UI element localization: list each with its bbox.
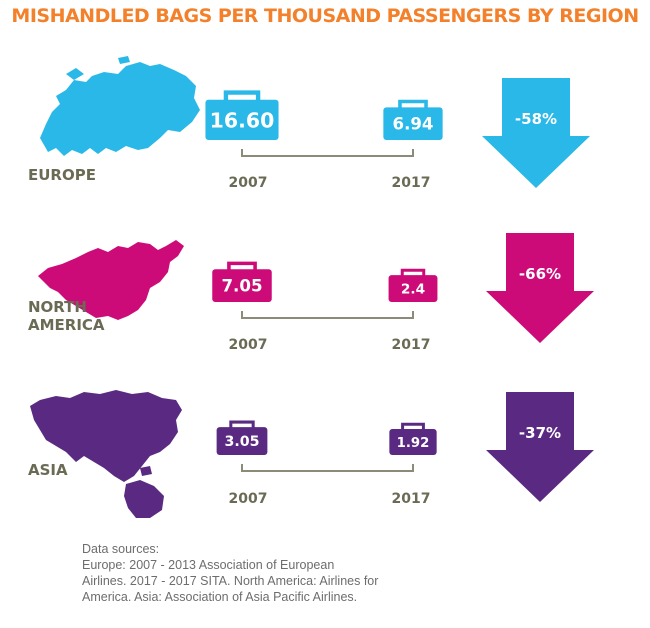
year-label: 2017 (392, 175, 431, 191)
year-axis-line (241, 149, 414, 157)
year-label: 2007 (229, 175, 268, 191)
year-label: 2007 (229, 491, 268, 507)
suitcase-bar (383, 107, 443, 140)
sources-line: Europe: 2007 - 2013 Association of Europ… (82, 558, 335, 572)
suitcase-handle (229, 420, 255, 429)
asia-map-icon (30, 390, 182, 518)
suitcase-handle (223, 90, 261, 101)
chart-title: MISHANDLED BAGS PER THOUSAND PASSENGERS … (11, 5, 639, 27)
year-axis-line (241, 464, 414, 472)
year-axis-line (241, 311, 414, 319)
year-label: 2017 (392, 337, 431, 353)
sources-line: Airlines. 2017 - 2017 SITA. North Americ… (82, 574, 379, 588)
data-sources: Data sources: Europe: 2007 - 2013 Associ… (82, 541, 422, 605)
sources-line: America. Asia: Association of Asia Pacif… (82, 590, 358, 604)
suitcase-bar (216, 427, 268, 455)
suitcase-handle (401, 422, 425, 430)
sources-heading: Data sources: (82, 542, 160, 556)
region-group: ASIA 2007 2017 3.05 1.92 -37% (28, 390, 594, 518)
suitcase-bar (389, 428, 437, 455)
suitcase-bar (205, 99, 279, 140)
suitcase-bar (212, 269, 272, 302)
suitcase-handle (227, 261, 257, 271)
value-label: 6.94 (393, 115, 434, 134)
value-label: 16.60 (210, 108, 275, 132)
change-label: -37% (519, 424, 561, 442)
value-label: 7.05 (221, 277, 262, 296)
change-label: -58% (515, 110, 557, 128)
suitcase-handle (398, 99, 428, 109)
north-america-map-icon (38, 240, 184, 320)
year-label: 2007 (229, 337, 268, 353)
suitcase-bar (388, 275, 438, 302)
year-label: 2017 (392, 491, 431, 507)
change-arrow (486, 233, 594, 343)
region-label: AMERICA (28, 316, 105, 334)
change-arrow (486, 392, 594, 502)
value-label: 2.4 (401, 281, 425, 297)
value-label: 3.05 (224, 434, 259, 450)
europe-map-icon (40, 56, 200, 156)
region-group: EUROPE 2007 2017 16.60 6.94 -58% (28, 56, 590, 191)
region-label: NORTH (28, 298, 87, 316)
change-arrow (482, 78, 590, 188)
value-label: 1.92 (397, 436, 430, 451)
region-label: EUROPE (28, 166, 96, 184)
region-label: ASIA (28, 461, 68, 479)
suitcase-handle (400, 268, 426, 277)
change-label: -66% (519, 265, 561, 283)
